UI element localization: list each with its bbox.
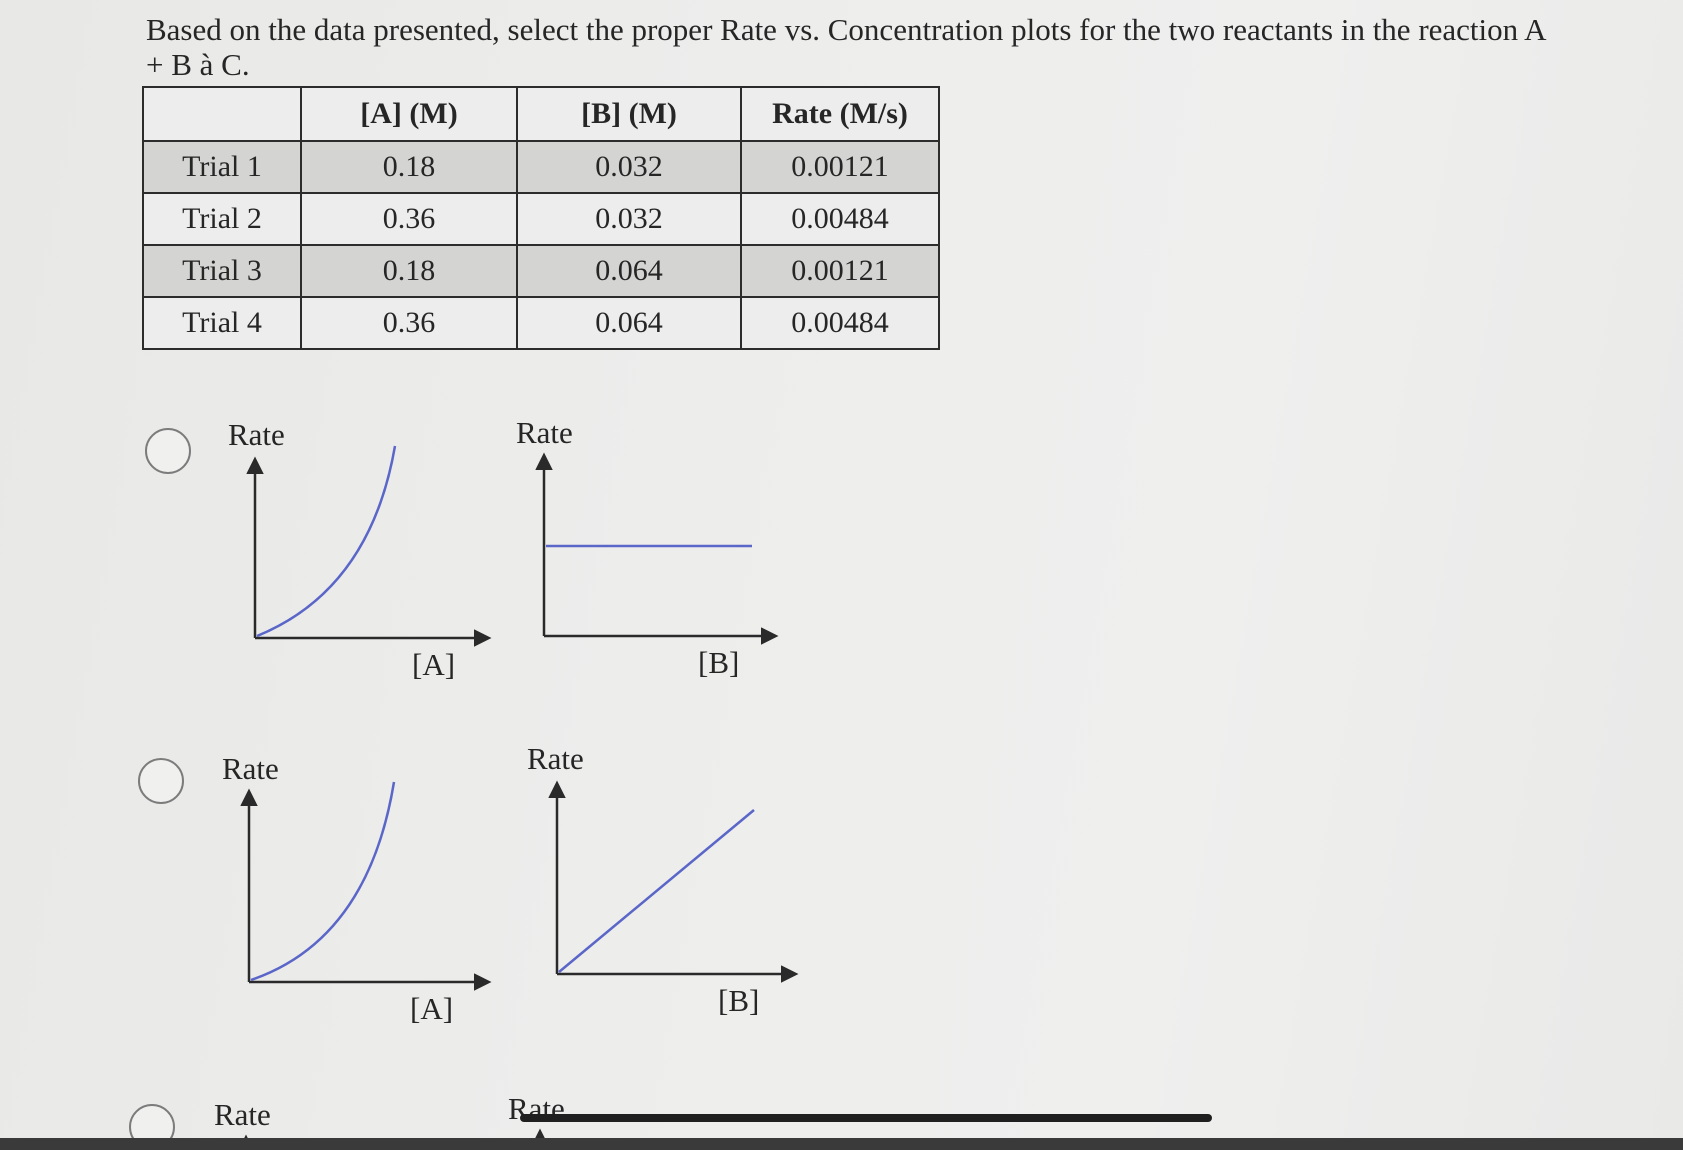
table-cell: 0.18: [300, 140, 518, 194]
question-text: Based on the data presented, select the …: [146, 12, 1545, 82]
option-1-plot-a: [246, 445, 492, 647]
table-cell: 0.00121: [740, 140, 940, 194]
table-header: [B] (M): [516, 86, 742, 142]
option-2-plot-b-ylabel: Rate: [527, 741, 584, 776]
option-2-plot-a-xlabel: [A]: [410, 991, 454, 1026]
rate-curve: [250, 781, 396, 982]
option-1-plot-b-ylabel: Rate: [516, 415, 573, 450]
table-row: Trial 1 0.18 0.032 0.00121: [142, 140, 940, 194]
table-row: Trial 4 0.36 0.064 0.00484: [142, 296, 940, 350]
table-cell: 0.36: [300, 192, 518, 246]
table-row: Trial 3 0.18 0.064 0.00121: [142, 244, 940, 298]
table-header-row: [A] (M) [B] (M) Rate (M/s): [142, 86, 940, 142]
option-3-plot-a-ylabel: Rate: [214, 1097, 271, 1132]
table-cell: Trial 1: [142, 140, 302, 194]
table-header: [A] (M): [300, 86, 518, 142]
table-cell: 0.064: [516, 296, 742, 350]
screen-bottom-edge: [0, 1138, 1683, 1150]
option-1-plot-b: [535, 452, 779, 645]
option-2-plot-a: [240, 781, 492, 991]
rate-line: [558, 809, 755, 973]
option-1-plot-a-ylabel: Rate: [228, 417, 285, 452]
option-2-radio[interactable]: [138, 758, 184, 804]
table-cell: 0.18: [300, 244, 518, 298]
table-cell: 0.36: [300, 296, 518, 350]
table-header: Rate (M/s): [740, 86, 940, 142]
table-cell: Trial 2: [142, 192, 302, 246]
data-table: [A] (M) [B] (M) Rate (M/s) Trial 1 0.18 …: [142, 86, 940, 350]
table-cell: 0.064: [516, 244, 742, 298]
scroll-shadow-bar: [520, 1114, 1212, 1122]
option-1-plot-b-xlabel: [B]: [698, 645, 740, 680]
rate-curve: [256, 445, 397, 638]
table-cell: Trial 4: [142, 296, 302, 350]
table-cell: Trial 3: [142, 244, 302, 298]
option-1-radio[interactable]: [145, 428, 191, 474]
option-1-plot-a-xlabel: [A]: [412, 647, 456, 682]
table-cell: 0.00484: [740, 296, 940, 350]
table-cell: 0.00121: [740, 244, 940, 298]
option-2-plot-b: [548, 780, 799, 983]
option-2-plot-a-ylabel: Rate: [222, 751, 279, 786]
table-cell: 0.032: [516, 140, 742, 194]
table-cell: 0.032: [516, 192, 742, 246]
table-row: Trial 2 0.36 0.032 0.00484: [142, 192, 940, 246]
table-header: [142, 86, 302, 142]
table-cell: 0.00484: [740, 192, 940, 246]
option-2-plot-b-xlabel: [B]: [718, 983, 760, 1018]
